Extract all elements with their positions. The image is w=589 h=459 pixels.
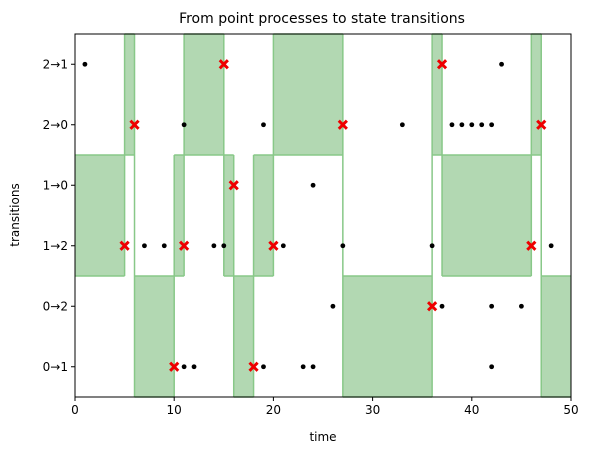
state-segment-1 (124, 34, 135, 155)
y-axis: 0→1 0→2 1→2 1→0 2→0 2→1 (43, 57, 75, 374)
event-layer (82, 61, 554, 370)
event-point-22 (519, 303, 524, 309)
state-segment-3 (174, 155, 185, 276)
y-tick-label-0: 0→1 (43, 360, 68, 374)
x-axis-label: time (309, 430, 336, 444)
transition-marker-12 (536, 119, 547, 130)
event-point-16 (340, 243, 346, 249)
state-segment-0 (75, 155, 125, 276)
transition-marker-7 (268, 240, 279, 251)
state-segment-6 (233, 276, 254, 397)
transition-marker-10 (436, 59, 448, 70)
x-tick-label-1: 10 (167, 403, 182, 417)
state-layer (75, 33, 571, 398)
x-tick-label-2: 20 (266, 403, 281, 417)
event-point-13 (211, 243, 217, 249)
event-point-24 (191, 364, 197, 370)
state-segment-13 (541, 276, 571, 397)
event-point-3 (261, 122, 266, 128)
x-tick-label-3: 30 (365, 403, 380, 417)
event-point-20 (439, 303, 445, 309)
state-segment-5 (223, 155, 234, 276)
event-point-23 (181, 364, 187, 370)
event-point-17 (429, 243, 435, 249)
transition-marker-4 (218, 59, 229, 70)
event-point-1 (499, 61, 504, 67)
event-point-21 (489, 303, 495, 309)
x-tick-label-4: 40 (464, 403, 479, 417)
event-point-15 (280, 243, 286, 249)
event-point-11 (142, 243, 147, 249)
state-segment-9 (342, 276, 433, 397)
x-tick-label-0: 0 (71, 403, 79, 417)
transition-marker-2 (169, 361, 180, 372)
transition-marker-5 (228, 180, 239, 191)
event-point-12 (161, 243, 167, 249)
event-point-6 (459, 122, 465, 128)
state-segment-10 (432, 34, 443, 155)
event-point-7 (469, 122, 475, 128)
event-point-5 (449, 122, 455, 128)
chart-title: From point processes to state transition… (179, 11, 465, 27)
event-point-26 (300, 364, 306, 370)
event-point-4 (399, 122, 405, 128)
transition-marker-6 (248, 361, 259, 372)
transition-marker-1 (129, 119, 140, 130)
plot-frame (74, 33, 572, 398)
event-point-18 (548, 243, 554, 249)
y-tick-label-5: 2→1 (43, 57, 68, 71)
state-segment-8 (273, 34, 343, 155)
event-point-25 (261, 364, 266, 370)
transition-marker-0 (119, 240, 130, 251)
transition-marker-3 (178, 240, 190, 251)
transition-layer (119, 59, 547, 372)
y-axis-label: transitions (8, 183, 22, 246)
state-segment-11 (442, 155, 532, 276)
y-tick-label-3: 1→0 (43, 178, 68, 192)
event-point-28 (489, 364, 495, 370)
state-segment-12 (531, 34, 542, 155)
event-point-0 (82, 61, 88, 67)
transition-marker-9 (426, 301, 438, 312)
state-segment-2 (134, 276, 175, 397)
y-tick-label-1: 0→2 (43, 299, 68, 313)
x-tick-label-5: 50 (563, 403, 578, 417)
event-point-10 (310, 182, 316, 188)
state-segment-4 (184, 34, 224, 155)
transition-marker-11 (526, 240, 537, 251)
event-point-8 (479, 122, 485, 128)
y-tick-label-4: 2→0 (43, 118, 68, 132)
state-segment-7 (253, 155, 274, 276)
event-point-27 (310, 364, 316, 370)
y-tick-label-2: 1→2 (43, 239, 68, 253)
event-point-2 (181, 122, 187, 128)
event-point-19 (330, 303, 336, 309)
transition-marker-8 (337, 119, 348, 130)
x-axis: 0 10 20 30 40 50 (71, 397, 579, 417)
event-point-14 (221, 243, 227, 249)
event-point-9 (489, 122, 495, 128)
